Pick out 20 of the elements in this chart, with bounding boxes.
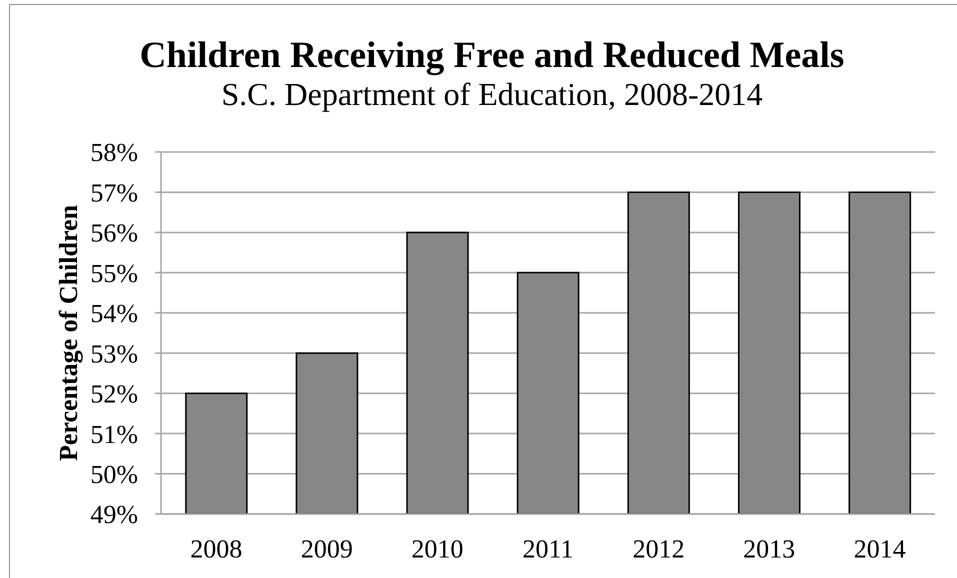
- y-tick-label: 49%: [90, 500, 138, 530]
- y-tick-label: 55%: [90, 258, 138, 288]
- x-tick-label: 2014: [854, 534, 906, 564]
- y-tick-label: 51%: [90, 420, 138, 449]
- chart-title: Children Receiving Free and Reduced Meals: [140, 35, 844, 76]
- y-tick-label: 57%: [90, 178, 138, 208]
- y-tick-label: 54%: [90, 299, 138, 328]
- chart-subtitle: S.C. Department of Education, 2008-2014: [221, 76, 763, 112]
- x-tick-label: 2008: [190, 534, 242, 564]
- x-tick-label: 2012: [632, 534, 685, 564]
- y-tick-label: 50%: [90, 460, 138, 490]
- y-tick-label: 58%: [90, 138, 138, 168]
- y-tick-label: 53%: [90, 339, 138, 368]
- x-tick-label: 2009: [300, 534, 353, 564]
- x-tick-label: 2013: [743, 534, 796, 564]
- x-tick-label: 2010: [411, 534, 464, 564]
- y-tick-label: 56%: [90, 218, 138, 248]
- y-axis-title: Percentage of Children: [54, 204, 82, 462]
- y-tick-label: 52%: [90, 380, 138, 409]
- x-tick-label: 2011: [522, 534, 574, 564]
